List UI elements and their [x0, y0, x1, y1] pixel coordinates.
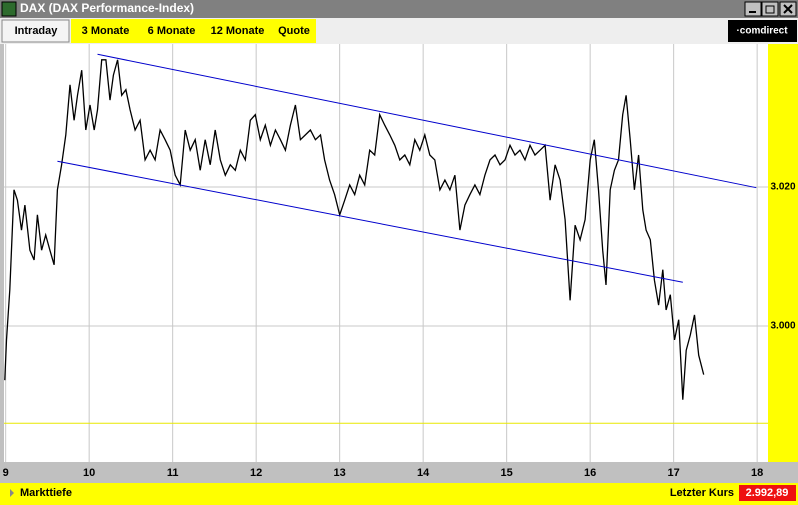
logo: ·comdirect	[736, 26, 788, 37]
footer-arrow	[10, 489, 14, 497]
restore-glyph	[765, 5, 775, 14]
tab[interactable]: Intraday	[15, 25, 59, 37]
trend-line	[57, 160, 683, 283]
last-price: 2.992,89	[746, 487, 789, 499]
x-axis-strip	[0, 462, 798, 483]
footer-bar	[0, 483, 798, 505]
x-tick-label: 11	[167, 467, 179, 479]
x-tick-label: 12	[250, 467, 262, 479]
trend-line	[97, 53, 757, 189]
logo-box	[728, 20, 797, 42]
app-icon	[1, 1, 17, 17]
x-tick-label: 10	[83, 467, 95, 479]
y-tick-label: 3.000	[770, 321, 795, 332]
tab[interactable]: 3 Monate	[82, 25, 130, 37]
close-glyph	[783, 4, 793, 14]
y-tick-label: 3.020	[770, 182, 795, 193]
tab[interactable]: 6 Monate	[148, 25, 196, 37]
tab[interactable]: Quote	[278, 25, 310, 37]
window-buttons[interactable]	[744, 1, 797, 17]
last-price-box	[739, 485, 796, 501]
x-tick-label: 18	[751, 467, 763, 479]
footer-link[interactable]: Markttiefe	[20, 487, 72, 499]
x-tick-label: 9	[3, 467, 9, 479]
x-tick-label: 13	[334, 467, 346, 479]
plot-area	[4, 44, 768, 462]
x-tick-label: 16	[584, 467, 596, 479]
restore-button[interactable]	[761, 1, 779, 17]
x-tick-label: 14	[417, 467, 430, 479]
x-tick-label: 15	[501, 467, 513, 479]
left-margin	[0, 44, 4, 462]
title-bar	[0, 0, 798, 18]
x-tick-label: 17	[668, 467, 680, 479]
plot	[4, 44, 768, 462]
tab-strip	[71, 19, 316, 43]
last-price-label: Letzter Kurs	[670, 487, 734, 499]
price-line	[4, 59, 705, 400]
window-title: DAX (DAX Performance-Index)	[20, 1, 194, 15]
minimize-button[interactable]	[744, 1, 762, 17]
y-axis-strip	[768, 44, 798, 462]
tab[interactable]: 12 Monate	[211, 25, 265, 37]
tab-active[interactable]	[1, 19, 70, 43]
